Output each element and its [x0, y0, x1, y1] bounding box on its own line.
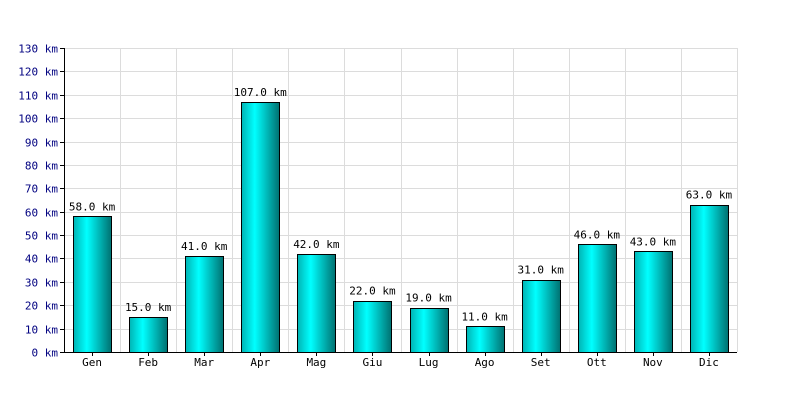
bars [73, 102, 729, 353]
bar-mag [297, 254, 336, 353]
data-label-giu: 22.0 km [349, 285, 396, 298]
bar-apr [241, 102, 280, 353]
data-label-gen: 58.0 km [69, 200, 116, 213]
data-labels: 58.0 km 15.0 km 41.0 km 107.0 km 42.0 km 22.0… [69, 86, 733, 323]
y-axis-tick-label: 90 km [25, 137, 58, 150]
y-axis-tick-label: 80 km [25, 160, 58, 173]
y-axis-tick-label: 60 km [25, 207, 58, 220]
data-label-mar: 41.0 km [181, 240, 228, 253]
x-axis-tick-label: Feb [138, 356, 158, 369]
y-axis-tick-label: 110 km [18, 90, 58, 103]
y-axis-tick-label: 70 km [25, 183, 58, 196]
bar-lug [410, 308, 449, 353]
x-axis-tick-label: Lug [419, 356, 439, 369]
y-axis-tick-label: 50 km [25, 230, 58, 243]
x-axis-tick-label: Mag [306, 356, 326, 369]
bar-ago [466, 326, 505, 353]
y-axis-tick-label: 0 km [32, 347, 59, 360]
x-axis-tick-label: Set [531, 356, 551, 369]
x-axis-tick-label: Nov [643, 356, 663, 369]
grid [64, 48, 738, 353]
data-label-dic: 63.0 km [686, 189, 733, 202]
bar-set [522, 280, 561, 353]
x-axis-tick-label: Ott [587, 356, 607, 369]
bar-nov [634, 251, 673, 353]
data-label-nov: 43.0 km [630, 235, 677, 248]
y-axis-tick-label: 10 km [25, 324, 58, 337]
bar-ott [578, 244, 617, 353]
axes [60, 48, 737, 356]
data-label-feb: 15.0 km [125, 301, 172, 314]
y-axis-tick-label: 120 km [18, 66, 58, 79]
bar-giu [353, 301, 392, 353]
y-axis-tick-label: 100 km [18, 113, 58, 126]
y-axis-tick-label: 30 km [25, 277, 58, 290]
data-label-mag: 42.0 km [293, 238, 340, 251]
data-label-apr: 107.0 km [234, 86, 287, 99]
data-label-lug: 19.0 km [405, 292, 452, 305]
y-axis-tick-label: 130 km [18, 43, 58, 56]
data-label-set: 31.0 km [518, 264, 565, 277]
y-axis-tick-label: 40 km [25, 253, 58, 266]
x-axis-tick-label: Dic [699, 356, 719, 369]
x-axis-tick-label: Giu [363, 356, 383, 369]
bar-gen [73, 216, 112, 353]
x-axis-tick-label: Apr [250, 356, 270, 369]
bar-mar [185, 256, 224, 353]
data-label-ago: 11.0 km [461, 310, 508, 323]
x-axis-tick-label: Gen [82, 356, 102, 369]
bar-feb [129, 317, 168, 353]
x-axis-tick-label: Mar [194, 356, 214, 369]
y-axis-tick-label: 20 km [25, 300, 58, 313]
data-label-ott: 46.0 km [574, 228, 621, 241]
y-axis-tick-labels: 0 km 10 km 20 km 30 km 40 km 50 km 60 km 70 km 8… [18, 43, 58, 360]
x-axis-tick-labels: Gen Feb Mar Apr Mag Giu Lug Ago Set Ott Nov Dic [82, 356, 719, 369]
bar-dic [690, 205, 729, 353]
x-axis-tick-label: Ago [475, 356, 495, 369]
